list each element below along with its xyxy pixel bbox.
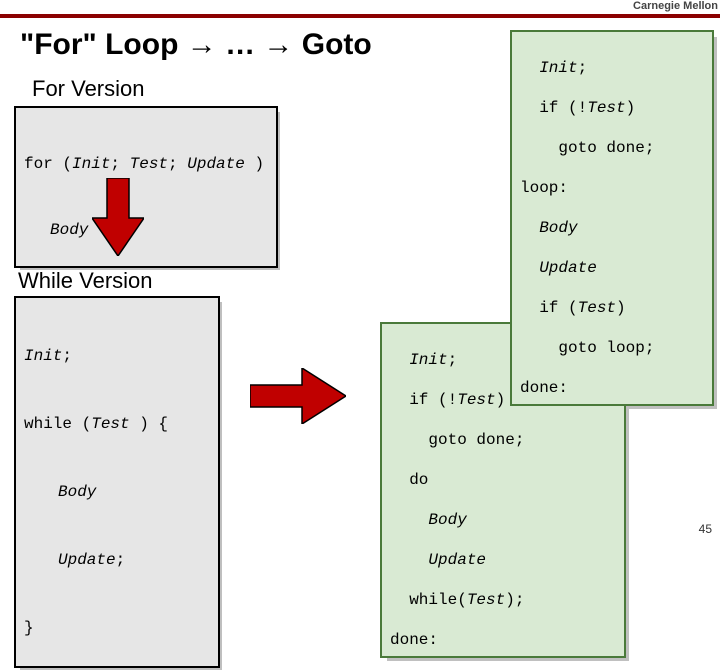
gt-l4t: loop: xyxy=(520,179,568,197)
gt-l8: goto loop; xyxy=(520,339,654,357)
gt-l7: if (Test) xyxy=(520,299,626,317)
while-l2-test: Test xyxy=(91,415,129,433)
gb-l7a: while( xyxy=(409,591,467,609)
while-l1-semi: ; xyxy=(62,347,72,365)
header-bar: Carnegie Mellon xyxy=(0,0,720,18)
arrow-right-shape xyxy=(250,368,346,424)
for-init: Init xyxy=(72,155,110,173)
while-l4-semi: ; xyxy=(116,551,126,569)
while-code-box: Init; while (Test ) { Body Update; } xyxy=(14,296,220,668)
gt-l2b: Test xyxy=(587,99,625,117)
goto-top-box: Init; if (!Test) goto done; loop: Body U… xyxy=(510,30,714,406)
gb-l2: if (!Test) xyxy=(390,391,505,409)
gt-l2: if (!Test) xyxy=(520,99,635,117)
for-version-label: For Version xyxy=(32,76,145,102)
gt-l4: loop: xyxy=(520,179,568,197)
title-arrow-2: → xyxy=(263,28,293,61)
while-l2-brace: ) { xyxy=(130,415,168,433)
gb-l2a: if (! xyxy=(409,391,457,409)
gb-l8t: done: xyxy=(390,631,438,649)
for-code-box: for (Init; Test; Update ) Body xyxy=(14,106,278,268)
while-l2-kw: while ( xyxy=(24,415,91,433)
gb-l1b: ; xyxy=(448,351,458,369)
while-l1-init: Init xyxy=(24,347,62,365)
gb-l7b: Test xyxy=(467,591,505,609)
while-l2: while (Test ) { xyxy=(24,414,210,434)
gt-l5t: Body xyxy=(539,219,577,237)
page-number: 45 xyxy=(699,522,712,536)
while-l1: Init; xyxy=(24,346,210,366)
gb-l4: do xyxy=(390,471,428,489)
arrow-down-icon xyxy=(92,178,144,256)
title-arrow-1: → xyxy=(187,28,217,61)
gb-l7c: ); xyxy=(505,591,524,609)
gb-l2c: ) xyxy=(496,391,506,409)
gt-l6: Update xyxy=(520,259,597,277)
title-part3: Goto xyxy=(293,28,371,61)
while-version-label: While Version xyxy=(18,268,153,294)
gt-l2c: ) xyxy=(626,99,636,117)
arrow-right-icon xyxy=(250,368,346,424)
gt-l3: goto done; xyxy=(520,139,654,157)
for-body: Body xyxy=(24,214,268,240)
for-test: Test xyxy=(130,155,168,173)
gt-l5: Body xyxy=(520,219,578,237)
while-l4-update: Update xyxy=(58,551,116,569)
gb-l4t: do xyxy=(409,471,428,489)
gb-l3t: goto done; xyxy=(409,431,524,449)
title-part1: "For" Loop xyxy=(20,28,187,61)
while-l3: Body xyxy=(24,482,210,502)
slide-title: "For" Loop → … → Goto xyxy=(20,28,372,62)
gt-l1b: ; xyxy=(578,59,588,77)
for-line-1: for (Init; Test; Update ) xyxy=(24,154,268,174)
gt-l7a: if ( xyxy=(539,299,577,317)
arrow-down-shape xyxy=(92,178,144,256)
gt-l3t: goto done; xyxy=(539,139,654,157)
header-divider xyxy=(0,14,720,18)
title-part2: … xyxy=(217,28,264,61)
gt-l1: Init; xyxy=(520,59,587,77)
gb-l1a: Init xyxy=(409,351,447,369)
gb-l6: Update xyxy=(390,551,486,569)
while-l5: } xyxy=(24,618,210,638)
gb-l5: Body xyxy=(390,511,467,529)
gb-l8: done: xyxy=(390,631,438,649)
gt-l8t: goto loop; xyxy=(539,339,654,357)
gt-l7c: ) xyxy=(616,299,626,317)
gt-l9: done: xyxy=(520,379,568,397)
gt-l1a: Init xyxy=(539,59,577,77)
gb-l7: while(Test); xyxy=(390,591,524,609)
gb-l5t: Body xyxy=(428,511,466,529)
brand-label: Carnegie Mellon xyxy=(633,0,718,12)
gt-l2a: if (! xyxy=(539,99,587,117)
for-sep2: ; xyxy=(168,155,187,173)
kw-for: for ( xyxy=(24,155,72,173)
gt-l9t: done: xyxy=(520,379,568,397)
while-l4: Update; xyxy=(24,550,210,570)
gb-l1: Init; xyxy=(390,351,457,369)
for-sep1: ; xyxy=(110,155,129,173)
for-update: Update xyxy=(187,155,245,173)
gt-l7b: Test xyxy=(578,299,616,317)
gb-l3: goto done; xyxy=(390,431,524,449)
gb-l6t: Update xyxy=(428,551,486,569)
for-close: ) xyxy=(245,155,264,173)
gb-l2b: Test xyxy=(457,391,495,409)
gt-l6t: Update xyxy=(539,259,597,277)
